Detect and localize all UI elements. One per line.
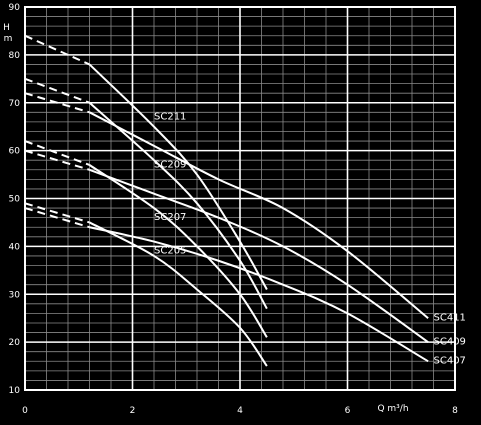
x-axis-label: Q m³/h [377, 404, 408, 414]
y-tick-label: 50 [9, 195, 21, 205]
plot-frame [24, 6, 456, 391]
x-tick-label: 4 [237, 406, 243, 416]
curve-labels: SC211 SC209 SC207 SC205 SC411 SC409 SC407 [154, 112, 466, 367]
y-tick-label: 70 [9, 99, 21, 109]
x-tick-label: 6 [345, 406, 351, 416]
curve-sc407-solid [89, 226, 429, 363]
label-sc407: SC407 [434, 356, 466, 367]
y-tick-label: 80 [9, 51, 21, 61]
curve-sc209-dashed [24, 77, 90, 104]
label-sc205: SC205 [154, 246, 186, 257]
label-sc209: SC209 [154, 159, 186, 170]
label-sc211: SC211 [154, 112, 186, 123]
curve-sc207-dashed [24, 140, 90, 166]
x-tick-label: 0 [22, 406, 28, 416]
y-tick-label: 90 [9, 3, 21, 13]
curve-sc205-solid [89, 221, 268, 367]
curve-sc207-solid [88, 164, 268, 338]
y-axis-label: H m [3, 23, 13, 44]
curve-sc211-solid [88, 63, 268, 290]
x-tick-label: 8 [452, 406, 458, 416]
tick-labels: 0 2 4 6 8 10 20 30 40 50 60 70 80 90 [9, 3, 459, 416]
y-tick-label: 60 [9, 147, 21, 157]
curve-sc409-dashed [24, 149, 90, 171]
y-tick-label: 10 [9, 386, 21, 396]
y-axis-label-h: H [3, 23, 10, 33]
curve-sc209-solid [88, 102, 268, 310]
y-tick-label: 40 [9, 242, 21, 252]
pump-curves [24, 34, 429, 367]
y-tick-label: 20 [9, 338, 21, 348]
curve-sc205-dashed [24, 202, 90, 224]
curve-sc411-dashed [24, 92, 90, 114]
y-axis-label-unit: m [4, 34, 13, 44]
label-sc409: SC409 [434, 337, 466, 348]
x-tick-label: 2 [130, 406, 136, 416]
y-tick-label: 30 [9, 290, 21, 300]
curve-sc407-dashed [24, 207, 90, 229]
label-sc207: SC207 [154, 212, 186, 223]
curve-sc411-solid [89, 111, 429, 319]
curve-sc211-dashed [24, 34, 90, 66]
label-sc411: SC411 [434, 313, 466, 324]
curve-sc409-solid [89, 168, 429, 343]
